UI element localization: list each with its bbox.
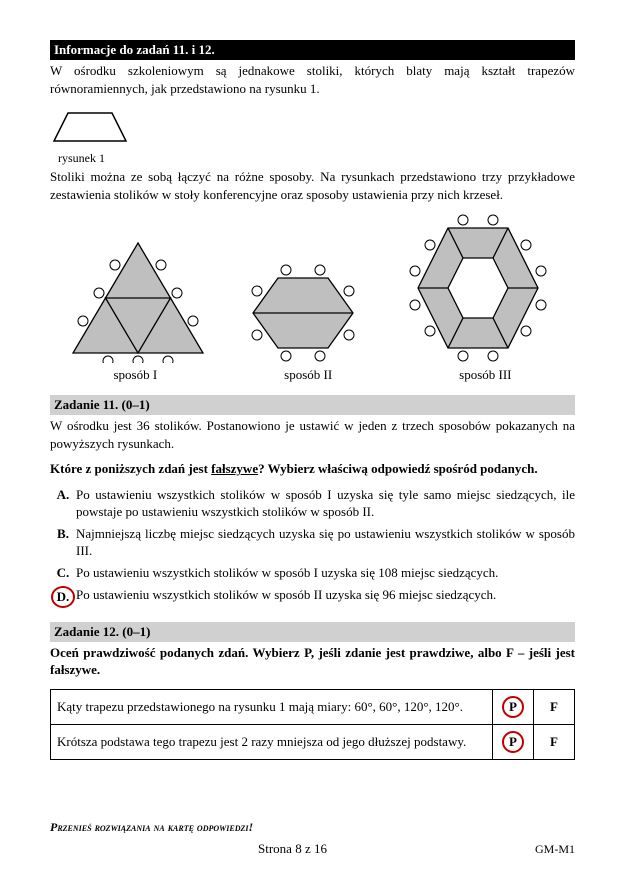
- pf-table: Kąty trapezu przedstawionego na rysunku …: [50, 689, 575, 760]
- pf-statement: Krótsza podstawa tego trapezu jest 2 raz…: [51, 724, 493, 759]
- option-text: Po ustawieniu wszystkich stolików w spos…: [76, 486, 575, 521]
- method-2-figure: [238, 253, 368, 363]
- method-1-figure: [63, 233, 213, 363]
- option-text: Po ustawieniu wszystkich stolików w spos…: [76, 586, 575, 604]
- page-footer: Przenieś rozwiązania na kartę odpowiedzi…: [50, 820, 575, 857]
- methods-figure-row: [50, 213, 575, 363]
- paragraph-2: Stoliki można ze sobą łączyć na różne sp…: [50, 168, 575, 203]
- option-letter: C.: [50, 564, 76, 582]
- footer-instruction: Przenieś rozwiązania na kartę odpowiedzi…: [50, 820, 575, 835]
- option-letter: B.: [50, 525, 76, 543]
- page-number: Strona 8 z 16: [50, 841, 535, 857]
- pf-statement: Kąty trapezu przedstawionego na rysunku …: [51, 689, 493, 724]
- option-text: Najmniejszą liczbę miejsc siedzących uzy…: [76, 525, 575, 560]
- method-labels-row: sposób I sposób II sposób III: [50, 367, 575, 383]
- method-1-label: sposób I: [113, 367, 157, 383]
- option-row: A.Po ustawieniu wszystkich stolików w sp…: [50, 486, 575, 521]
- trapezoid-figure: rysunek 1: [50, 107, 575, 166]
- exam-code: GM-M1: [535, 842, 575, 857]
- option-row: B.Najmniejszą liczbę miejsc siedzących u…: [50, 525, 575, 560]
- method-3-figure: [393, 213, 563, 363]
- task12-instruction: Oceń prawdziwość podanych zdań. Wybierz …: [50, 644, 575, 679]
- intro-paragraph: W ośrodku szkoleniowym są jednakowe stol…: [50, 62, 575, 97]
- pf-f-cell: F: [534, 689, 575, 724]
- task11-options: A.Po ustawieniu wszystkich stolików w sp…: [50, 486, 575, 608]
- option-text: Po ustawieniu wszystkich stolików w spos…: [76, 564, 575, 582]
- option-row: D.Po ustawieniu wszystkich stolików w sp…: [50, 586, 575, 608]
- task12-header: Zadanie 12. (0–1): [50, 622, 575, 642]
- info-header: Informacje do zadań 11. i 12.: [50, 40, 575, 60]
- pf-f-cell: F: [534, 724, 575, 759]
- option-letter: A.: [50, 486, 76, 504]
- trapezoid-label: rysunek 1: [58, 151, 575, 166]
- task11-header: Zadanie 11. (0–1): [50, 395, 575, 415]
- task11-question: Które z poniższych zdań jest fałszywe? W…: [50, 460, 575, 478]
- pf-p-cell: P: [493, 689, 534, 724]
- method-2-label: sposób II: [284, 367, 332, 383]
- pf-p-cell: P: [493, 724, 534, 759]
- task11-para: W ośrodku jest 36 stolików. Postanowiono…: [50, 417, 575, 452]
- option-row: C.Po ustawieniu wszystkich stolików w sp…: [50, 564, 575, 582]
- option-letter: D.: [50, 586, 76, 608]
- method-3-label: sposób III: [459, 367, 511, 383]
